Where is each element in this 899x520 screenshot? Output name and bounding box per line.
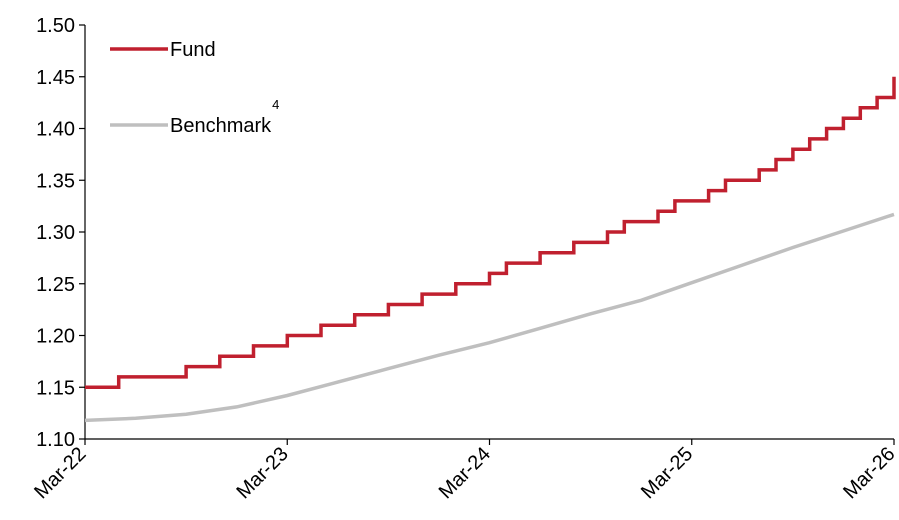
y-tick-label: 1.50 (36, 15, 75, 37)
y-tick-label: 1.30 (36, 222, 75, 244)
x-axis: Mar-22 Mar-23 Mar-24 Mar-25 Mar-26 (30, 438, 899, 503)
y-tick-label: 1.15 (36, 377, 75, 399)
legend-label-benchmark: Benchmark (170, 115, 272, 137)
x-tick-label: Mar-24 (435, 443, 495, 503)
y-tick-label: 1.40 (36, 119, 75, 141)
x-tick-label: Mar-26 (839, 443, 899, 503)
legend-superscript: 4 (272, 97, 279, 112)
y-tick-label: 1.45 (36, 67, 75, 89)
series-layer (84, 76, 896, 423)
x-tick-label: Mar-25 (637, 443, 697, 503)
series-line-fund (85, 76, 896, 390)
y-axis: 1.10 1.15 1.20 1.25 1.30 1.35 1.40 1.45 1.50 (36, 15, 86, 451)
x-tick-label: Mar-22 (30, 443, 90, 503)
y-tick-label: 1.35 (36, 170, 75, 192)
y-tick-label: 1.10 (36, 429, 75, 451)
y-tick-label: 1.20 (36, 326, 75, 348)
y-tick-label: 1.25 (36, 274, 75, 296)
x-tick-label: Mar-23 (232, 443, 292, 503)
legend-label-fund: Fund (170, 39, 216, 61)
series-line-benchmark (84, 212, 895, 423)
